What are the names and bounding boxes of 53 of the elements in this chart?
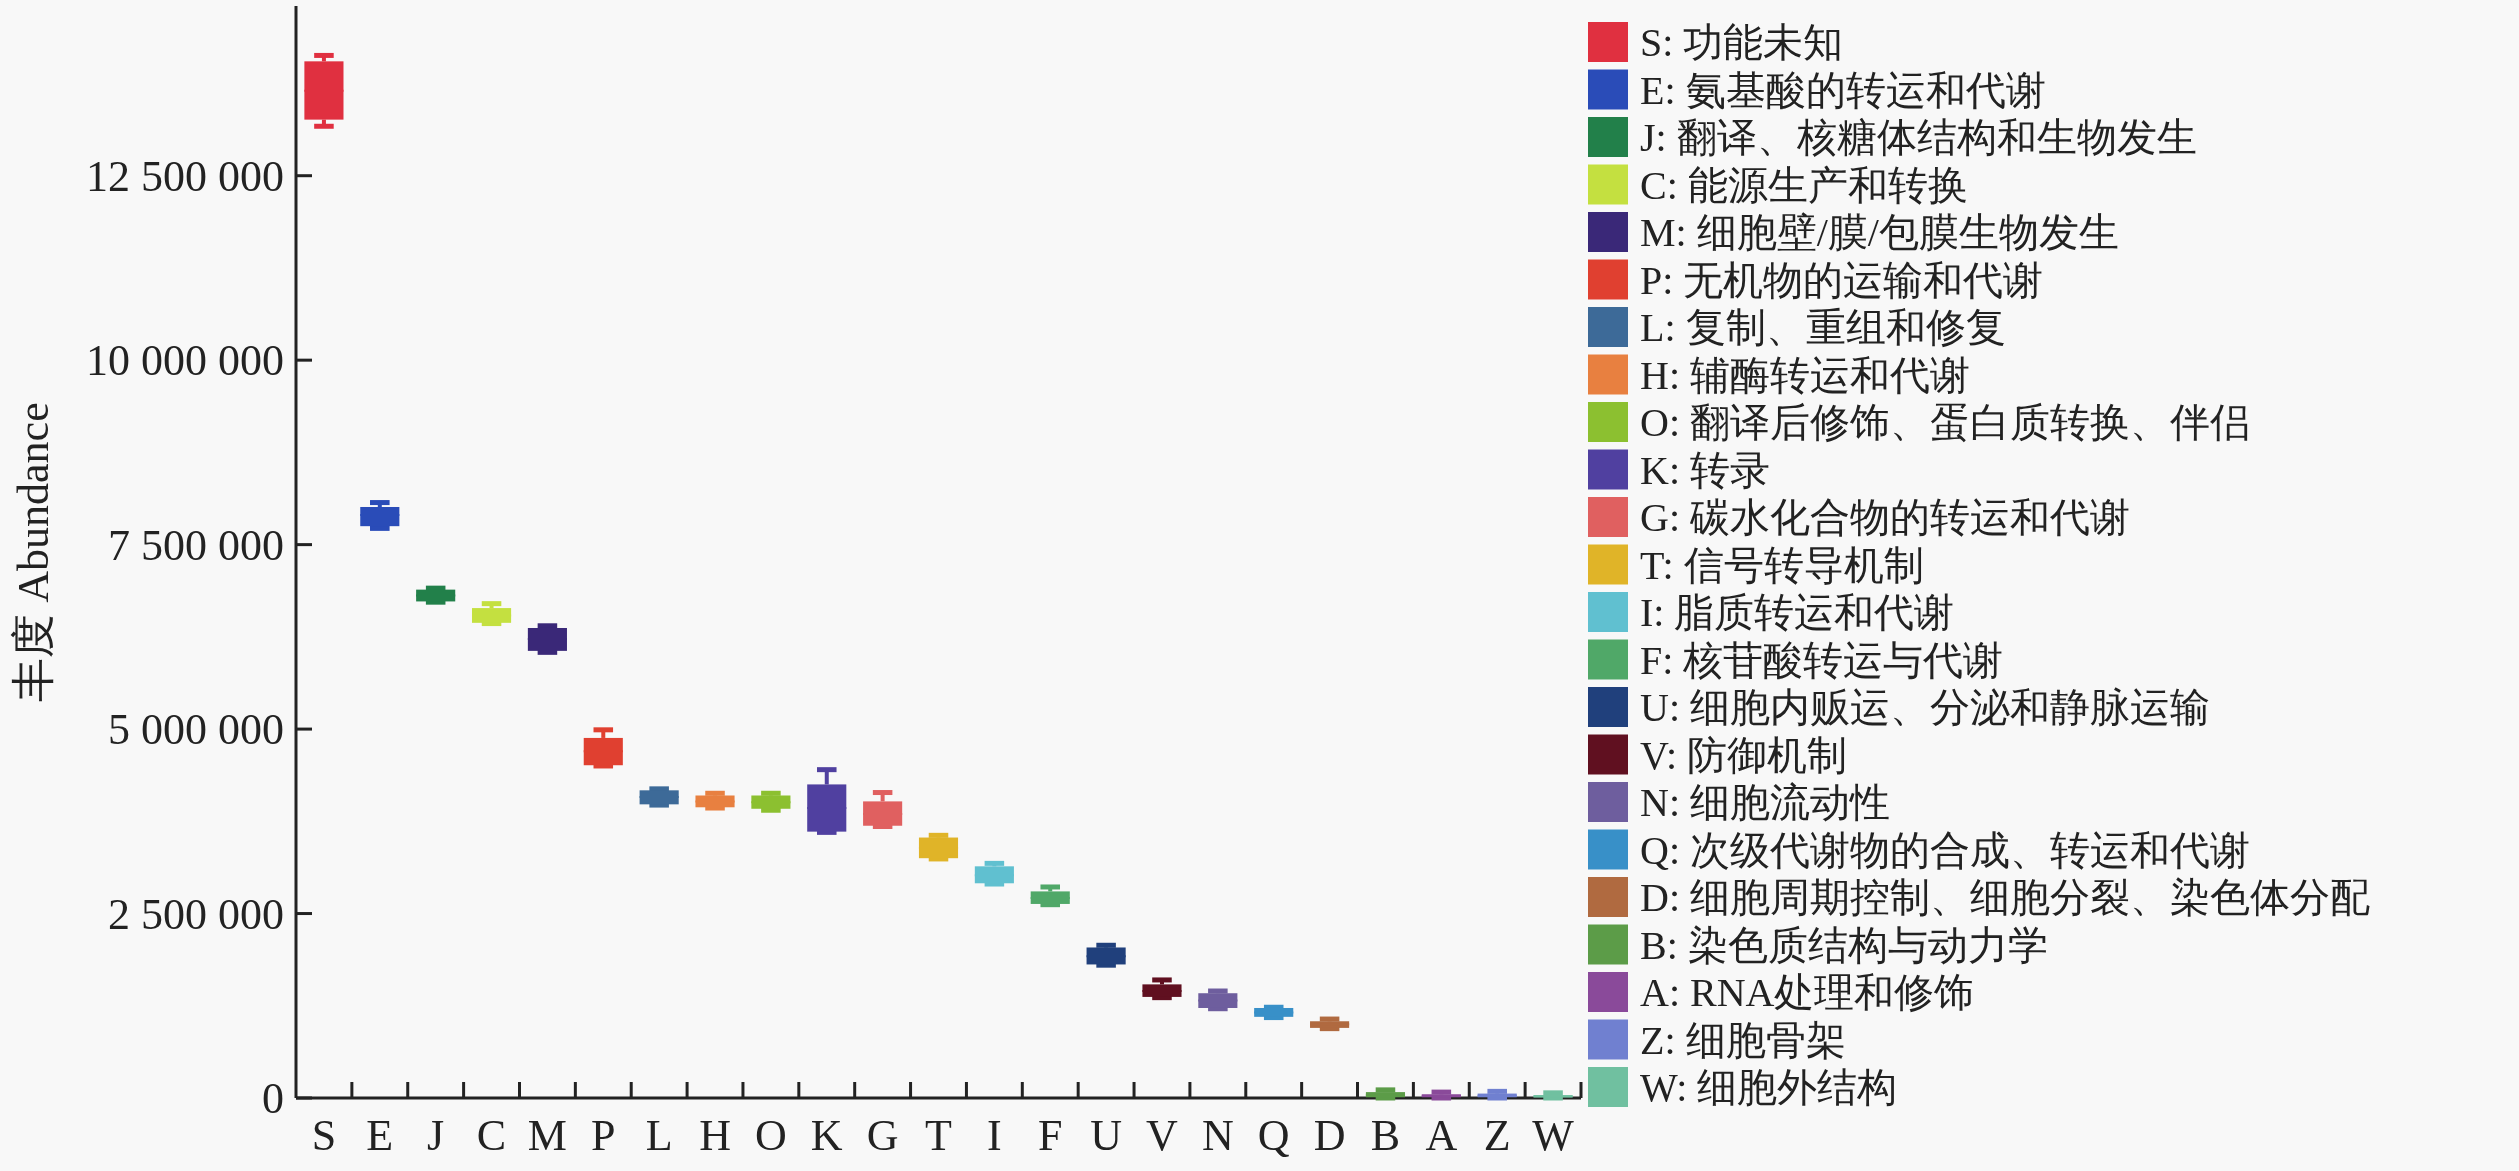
x-tick-label: L (645, 1111, 673, 1160)
x-tick-label: B (1370, 1111, 1401, 1160)
legend-label: Q: 次级代谢物的合成、转运和代谢 (1640, 827, 2250, 873)
x-tick-label: M (527, 1111, 567, 1160)
legend-label: I: 脂质转运和代谢 (1640, 590, 1955, 635)
x-tick-label: J (427, 1111, 445, 1160)
legend-label: B: 染色质结构与动力学 (1640, 922, 2048, 968)
legend-label: E: 氨基酸的转运和代谢 (1640, 67, 2046, 113)
x-tick-label: S (311, 1111, 337, 1160)
legend-label: T: 信号转导机制 (1640, 542, 1924, 588)
legend-label: W: 细胞外结构 (1640, 1065, 1898, 1110)
y-tick-label: 10 000 000 (86, 336, 284, 386)
x-tick-label: K (810, 1111, 843, 1160)
legend-label: V: 防御机制 (1640, 732, 1848, 778)
x-tick-label: C (476, 1111, 507, 1160)
x-tick-label: H (699, 1111, 731, 1160)
x-tick-label: E (366, 1111, 394, 1160)
legend-label: N: 细胞流动性 (1640, 780, 1890, 825)
legend-label: M: 细胞壁/膜/包膜生物发生 (1640, 210, 2119, 255)
legend-label: O: 翻译后修饰、蛋白质转换、伴侣 (1640, 400, 2250, 445)
x-tick-label: G (866, 1111, 899, 1160)
legend-label: K: 转录 (1640, 447, 1770, 493)
legend-label: A: RNA处理和修饰 (1640, 970, 1975, 1015)
x-tick-label: T (925, 1111, 953, 1160)
legend-label: S: 功能未知 (1640, 20, 1844, 65)
x-tick-label: Z (1483, 1111, 1511, 1160)
y-tick-label: 7 500 000 (108, 520, 284, 570)
x-tick-label: P (591, 1111, 616, 1160)
legend-label: F: 核苷酸转运与代谢 (1640, 637, 2004, 683)
legend-label: H: 辅酶转运和代谢 (1640, 352, 1970, 398)
y-tick-label: 5 000 000 (108, 705, 284, 755)
legend-label: J: 翻译、核糖体结构和生物发生 (1640, 115, 2197, 160)
legend-label: U: 细胞内贩运、分泌和静脉运输 (1640, 685, 2210, 730)
x-tick-label: F (1038, 1111, 1063, 1160)
y-tick-label: 2 500 000 (108, 889, 284, 939)
x-tick-label: N (1201, 1111, 1234, 1160)
x-tick-label: I (987, 1111, 1002, 1160)
x-tick-label: V (1146, 1111, 1179, 1160)
x-tick-label: O (755, 1111, 787, 1160)
x-tick-label: U (1090, 1111, 1122, 1160)
x-tick-label: W (1532, 1111, 1575, 1160)
legend-label: D: 细胞周期控制、细胞分裂、染色体分配 (1640, 875, 2370, 920)
y-tick-label: 12 500 000 (86, 151, 284, 201)
legend-label: Z: 细胞骨架 (1640, 1017, 1846, 1063)
x-tick-label: D (1313, 1111, 1346, 1160)
y-tick-label: 0 (262, 1074, 284, 1123)
legend-label: P: 无机物的运输和代谢 (1640, 257, 2044, 303)
legend-label: C: 能源生产和转换 (1640, 162, 1968, 208)
y-axis-title: 丰度 Abundance (9, 402, 58, 702)
legend-label: G: 碳水化合物的转运和代谢 (1640, 495, 2130, 540)
legend-label: L: 复制、重组和修复 (1640, 305, 2006, 350)
x-tick-label: A (1425, 1111, 1458, 1160)
x-tick-label: Q (1257, 1111, 1290, 1160)
